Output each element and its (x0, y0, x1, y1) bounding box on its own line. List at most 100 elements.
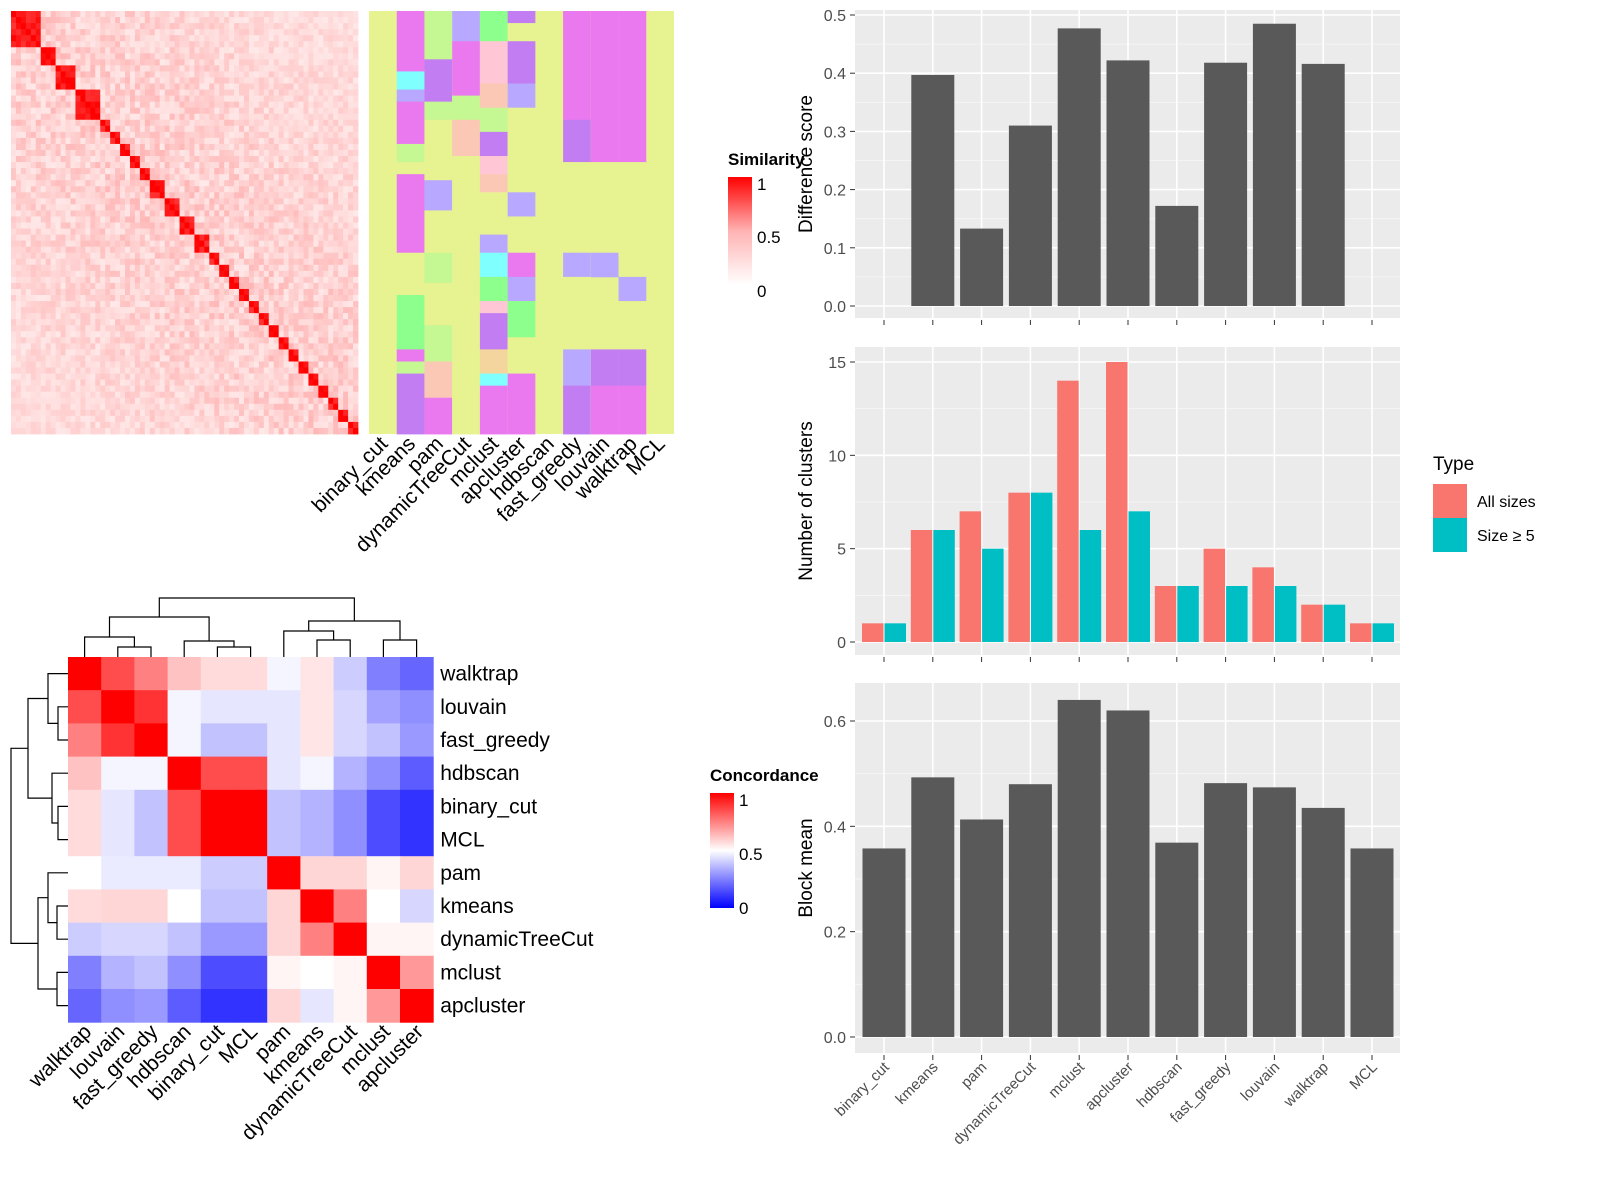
similarity-cell (60, 47, 66, 54)
similarity-cell (144, 421, 151, 429)
similarity-cell (164, 379, 171, 387)
similarity-cell (65, 210, 71, 217)
similarity-cell (144, 222, 151, 229)
similarity-cell (234, 379, 240, 387)
similarity-cell (343, 409, 349, 417)
similarity-cell (95, 427, 101, 435)
similarity-cell (120, 319, 126, 326)
similarity-cell (65, 319, 71, 326)
similarity-cell (328, 11, 334, 18)
similarity-cell (298, 349, 304, 356)
similarity-cell (154, 373, 161, 381)
similarity-cell (258, 65, 265, 72)
similarity-cell (100, 83, 106, 90)
similarity-cell (234, 295, 240, 302)
similarity-cell (343, 198, 349, 205)
similarity-cell (184, 119, 190, 127)
similarity-cell (60, 240, 66, 248)
similarity-cell (174, 101, 180, 109)
similarity-cell (174, 391, 180, 399)
similarity-cell (70, 23, 76, 30)
similarity-cell (268, 192, 275, 199)
similarity-cell (11, 174, 17, 181)
similarity-cell (25, 427, 32, 435)
similarity-cell (268, 415, 275, 423)
similarity-cell (100, 264, 106, 272)
similarity-cell (120, 409, 126, 417)
similarity-cell (209, 343, 215, 350)
similarity-cell (353, 113, 359, 121)
similarity-cell (313, 17, 319, 24)
similarity-cell (224, 367, 230, 374)
similarity-cell (298, 35, 304, 42)
similarity-cell (278, 119, 285, 127)
similarity-cell (338, 355, 344, 362)
similarity-cell (243, 35, 250, 42)
similarity-cell (80, 59, 86, 66)
similarity-cell (209, 403, 215, 411)
similarity-cell (323, 35, 329, 42)
similarity-cell (353, 101, 359, 109)
similarity-cell (164, 228, 171, 235)
similarity-cell (149, 325, 156, 332)
similarity-cell (268, 95, 275, 103)
similarity-cell (263, 307, 270, 314)
similarity-cell (75, 264, 81, 272)
similarity-cell (30, 41, 37, 48)
similarity-cell (90, 53, 96, 60)
similarity-cell (95, 415, 101, 423)
similarity-cell (229, 95, 235, 103)
similarity-cell (11, 343, 17, 350)
similarity-cell (248, 119, 255, 127)
similarity-cell (204, 95, 210, 103)
similarity-cell (11, 198, 17, 205)
similarity-cell (40, 210, 47, 217)
similarity-cell (30, 295, 37, 302)
similarity-cell (70, 258, 76, 266)
similarity-cell (120, 131, 126, 139)
similarity-cell (159, 252, 166, 260)
similarity-cell (65, 258, 71, 266)
similarity-cell (278, 337, 285, 344)
similarity-cell (70, 192, 76, 199)
similarity-cell (318, 276, 324, 284)
similarity-cell (224, 397, 230, 405)
similarity-cell (174, 373, 180, 381)
similarity-cell (70, 228, 76, 235)
similarity-cell (11, 301, 17, 308)
similarity-cell (115, 270, 121, 278)
similarity-cell (258, 210, 265, 217)
similarity-cell (199, 421, 205, 429)
similarity-cell (288, 337, 294, 344)
similarity-cell (283, 47, 289, 54)
similarity-cell (308, 65, 314, 72)
similarity-cell (60, 367, 66, 374)
similarity-cell (65, 337, 71, 344)
similarity-cell (219, 246, 225, 254)
similarity-cell (239, 101, 245, 109)
similarity-cell (90, 143, 96, 151)
similarity-cell (169, 47, 175, 54)
similarity-cell (333, 11, 339, 18)
similarity-cell (263, 240, 270, 248)
similarity-cell (298, 385, 304, 393)
similarity-cell (125, 415, 131, 423)
similarity-cell (149, 264, 156, 272)
similarity-cell (174, 192, 180, 199)
similarity-cell (20, 53, 27, 60)
similarity-cell (110, 270, 116, 278)
similarity-cell (318, 349, 324, 356)
similarity-cell (120, 204, 126, 211)
similarity-cell (30, 228, 37, 235)
membership-cell (479, 313, 508, 350)
similarity-cell (129, 143, 136, 151)
similarity-cell (20, 337, 27, 344)
similarity-cell (199, 385, 205, 393)
similarity-cell (288, 83, 294, 90)
similarity-cell (273, 174, 280, 181)
similarity-cell (139, 295, 146, 302)
similarity-cell (15, 204, 22, 211)
similarity-cell (253, 210, 260, 217)
similarity-cell (164, 421, 171, 429)
similarity-cell (298, 367, 304, 374)
